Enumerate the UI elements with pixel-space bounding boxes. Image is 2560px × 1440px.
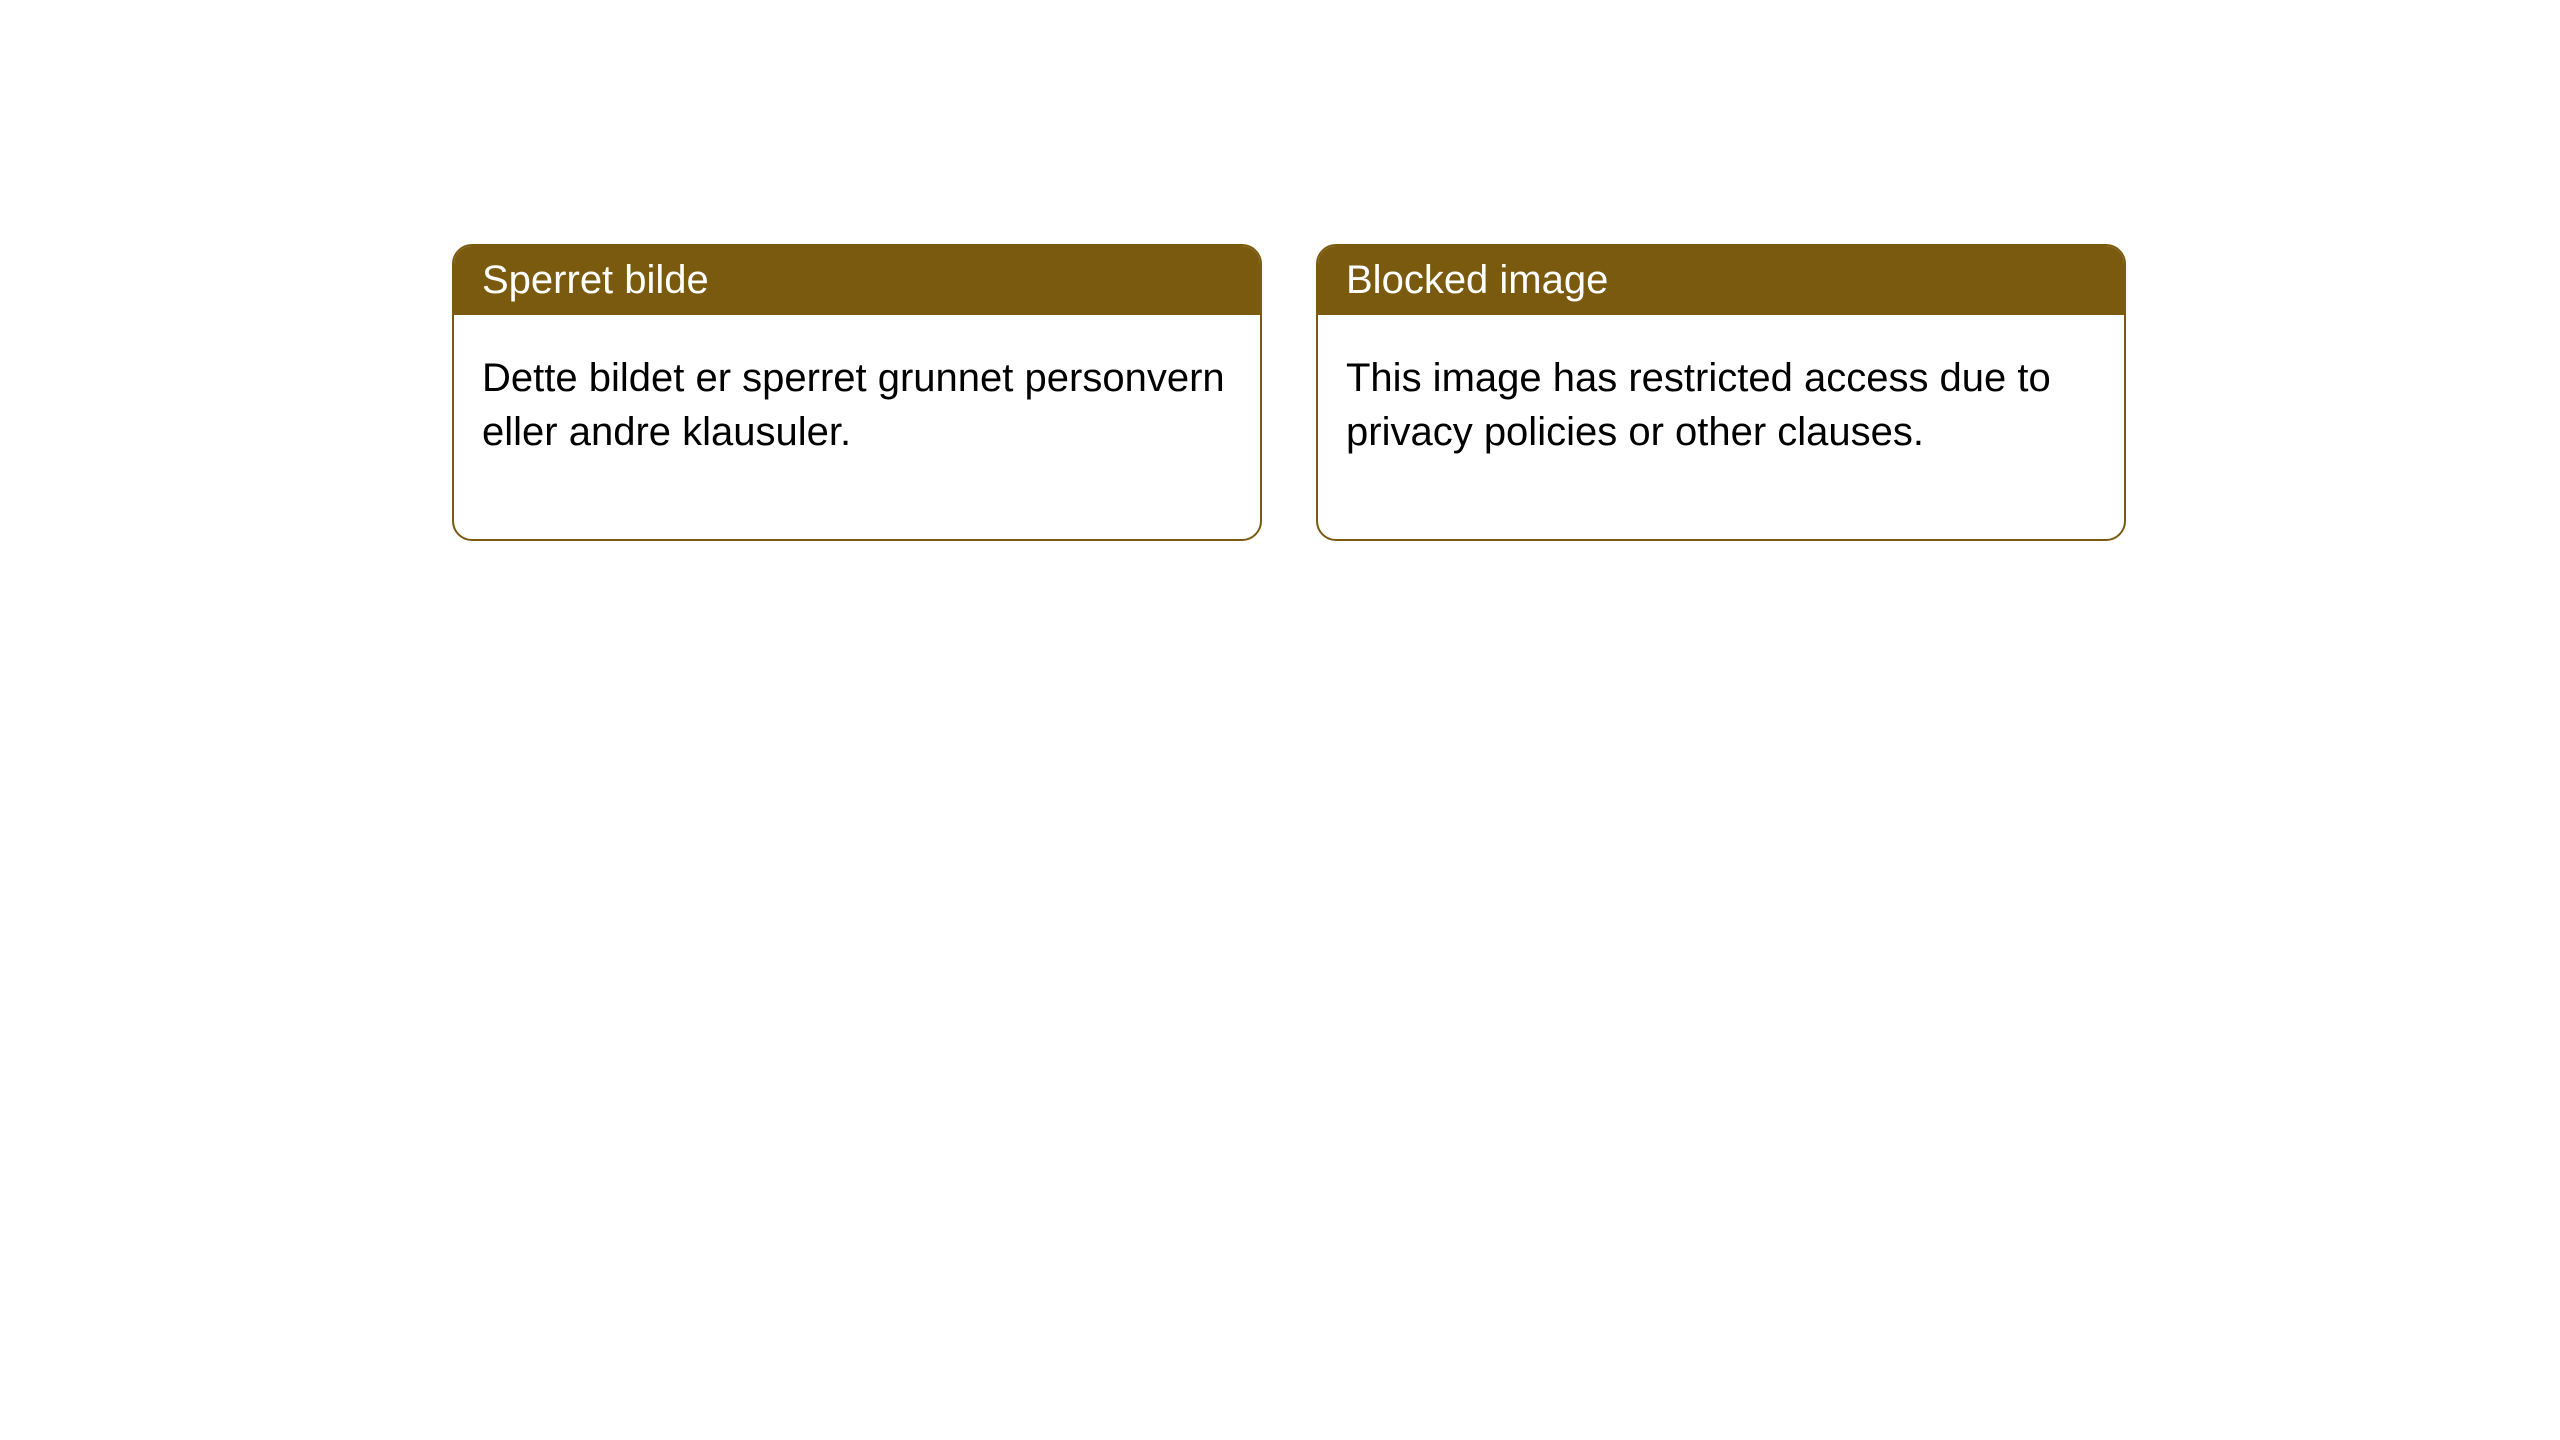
notice-cards-container: Sperret bilde Dette bildet er sperret gr…: [0, 0, 2560, 541]
notice-card-header: Sperret bilde: [454, 246, 1260, 315]
notice-card-header-text: Blocked image: [1346, 258, 1608, 302]
notice-card-body: This image has restricted access due to …: [1318, 315, 2124, 539]
notice-card-norwegian: Sperret bilde Dette bildet er sperret gr…: [452, 244, 1262, 541]
notice-card-body-text: This image has restricted access due to …: [1346, 356, 2051, 454]
notice-card-header-text: Sperret bilde: [482, 258, 709, 302]
notice-card-header: Blocked image: [1318, 246, 2124, 315]
notice-card-body: Dette bildet er sperret grunnet personve…: [454, 315, 1260, 539]
notice-card-english: Blocked image This image has restricted …: [1316, 244, 2126, 541]
notice-card-body-text: Dette bildet er sperret grunnet personve…: [482, 356, 1225, 454]
